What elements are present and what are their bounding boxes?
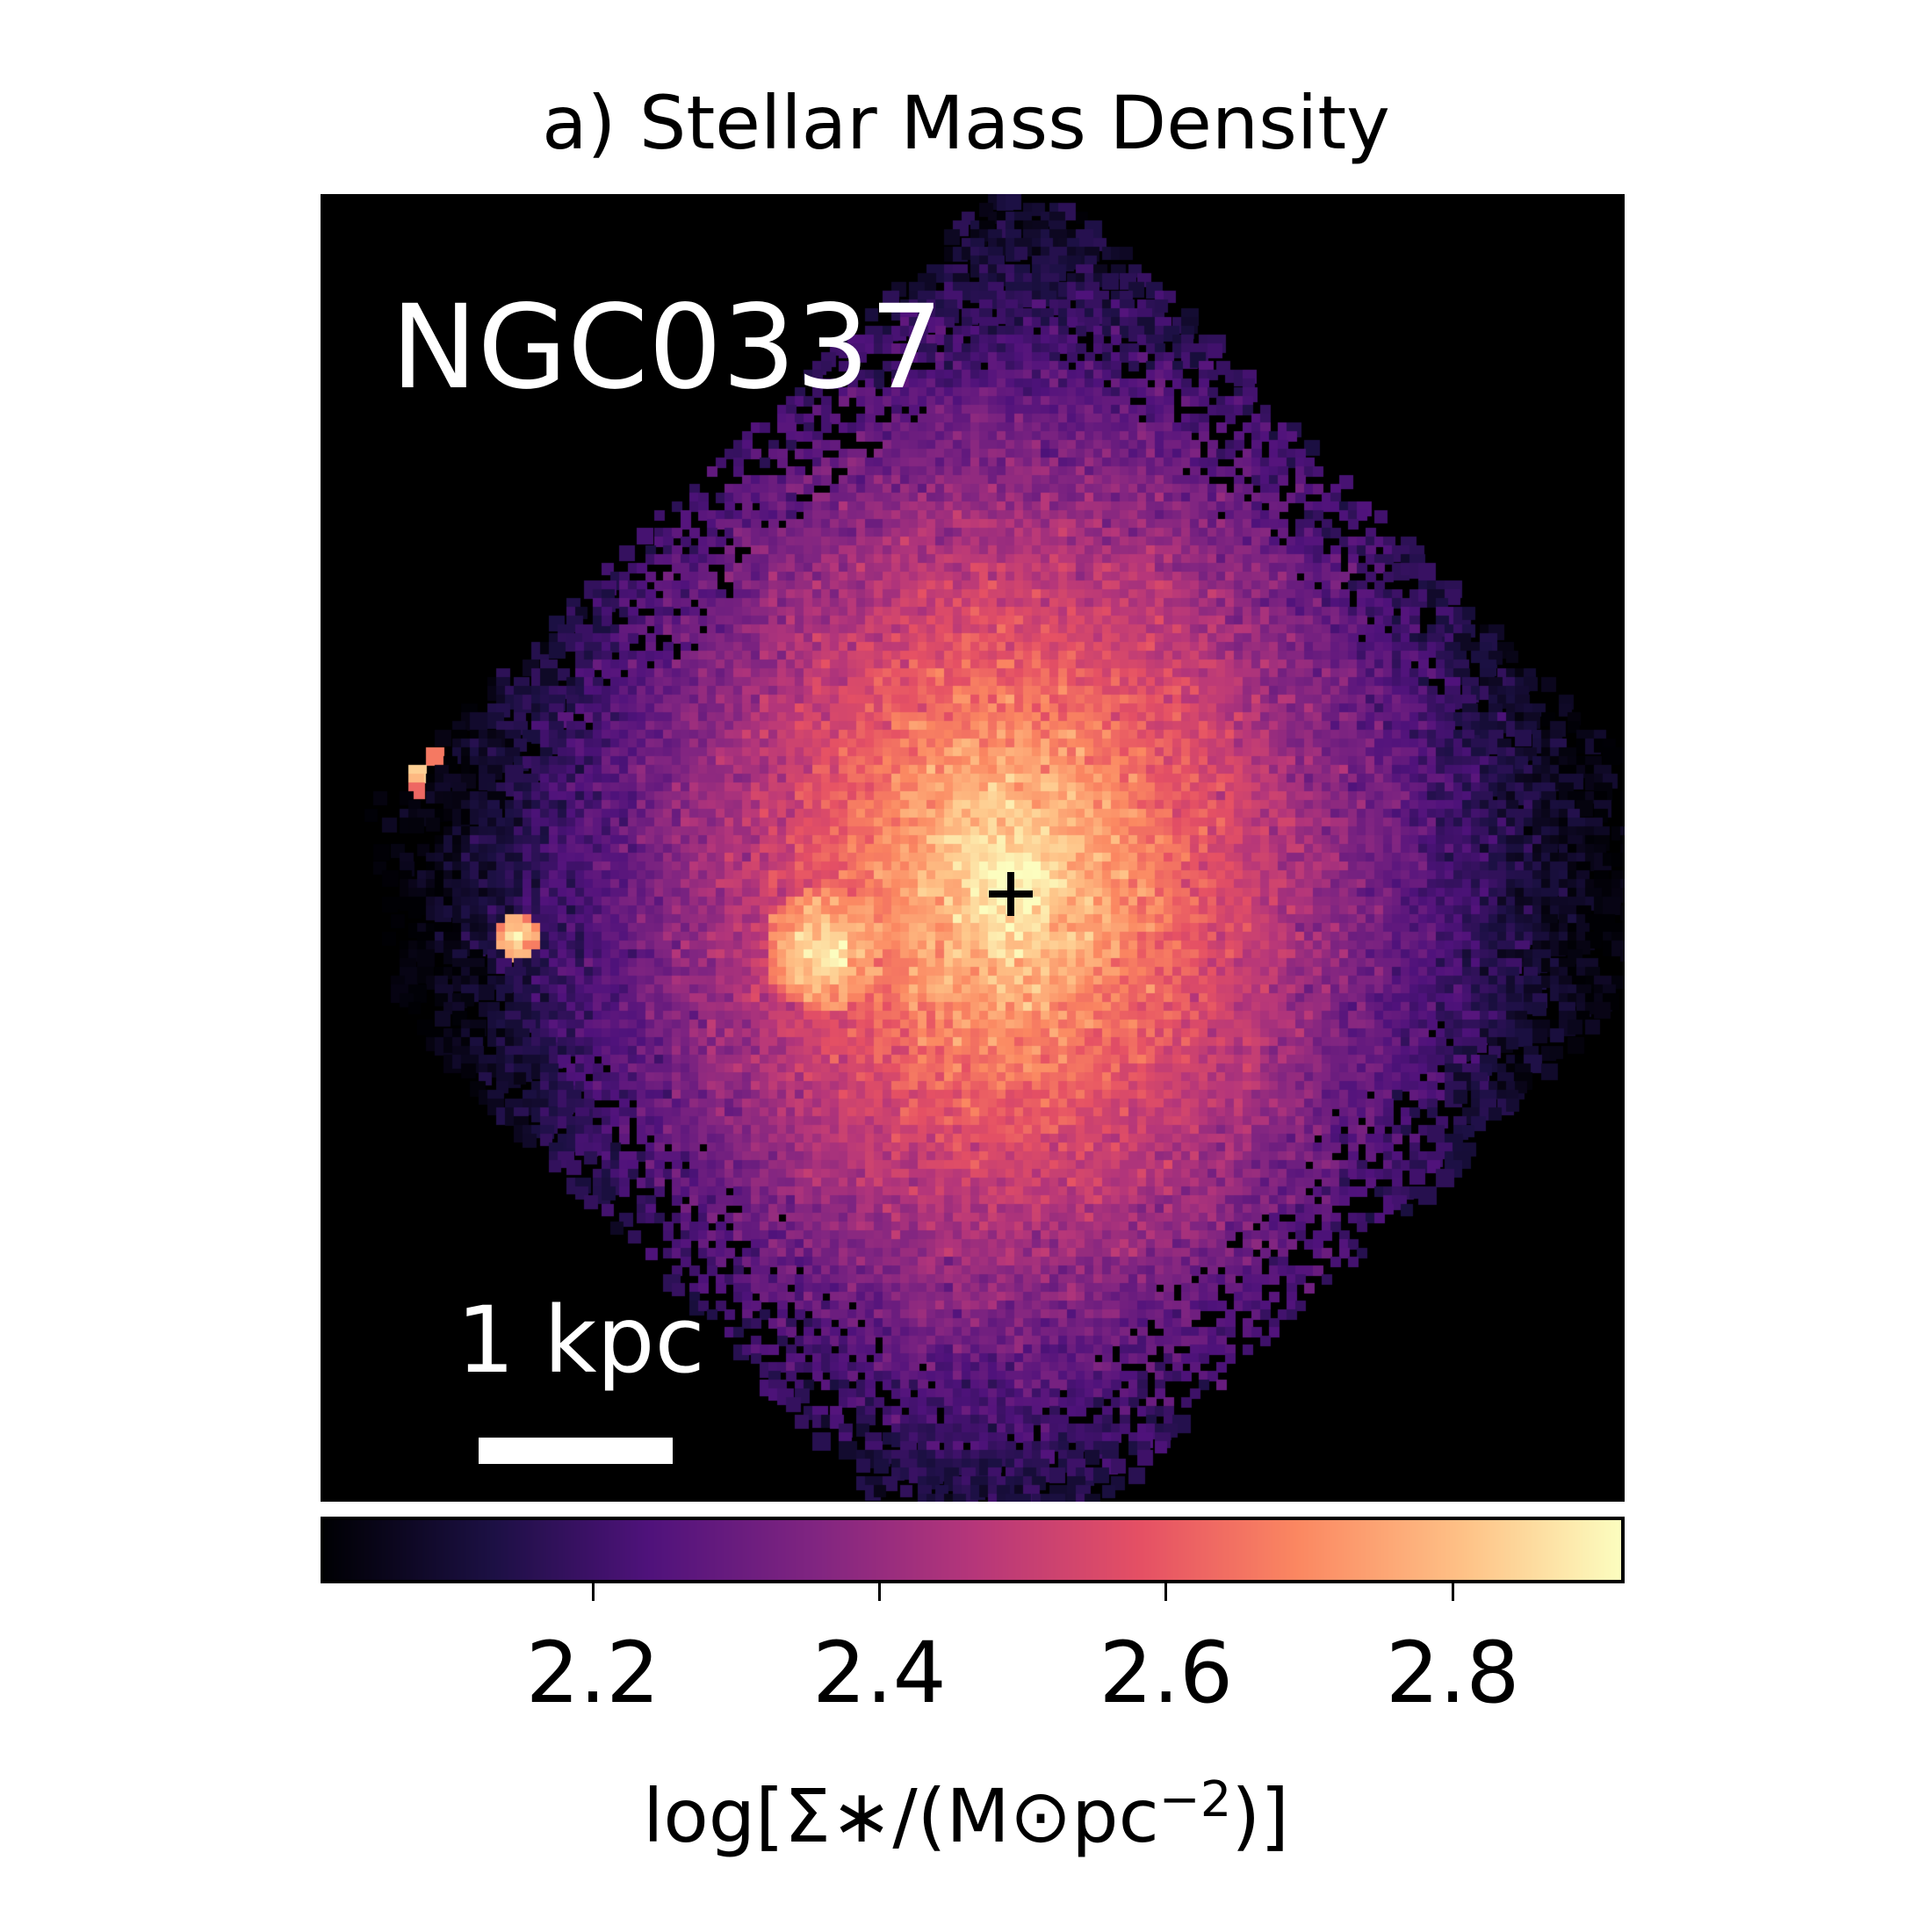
colorbar-tick <box>591 1583 595 1601</box>
density-map-panel: NGC0337 1 kpc <box>321 194 1625 1502</box>
colorbar-tick <box>877 1583 881 1601</box>
colorbar-tick-label: 2.6 <box>1099 1624 1234 1722</box>
colorbar-label-exponent: −2 <box>1158 1771 1232 1828</box>
colorbar-label-main: log[Σ∗/(M⊙pc <box>643 1773 1159 1859</box>
colorbar-label: log[Σ∗/(M⊙pc−2)] <box>0 1756 1932 1860</box>
colorbar-gradient <box>324 1520 1621 1580</box>
colorbar-tick-label: 2.8 <box>1385 1624 1520 1722</box>
scale-bar <box>479 1438 673 1464</box>
scale-bar-label: 1 kpc <box>457 1287 705 1394</box>
colorbar-label-close: )] <box>1231 1773 1289 1859</box>
colorbar-tick-label: 2.4 <box>812 1624 947 1722</box>
chart-title: a) Stellar Mass Density <box>542 80 1390 166</box>
colorbar-tick <box>1451 1583 1454 1601</box>
galaxy-center-marker <box>989 872 1033 916</box>
galaxy-name-label: NGC0337 <box>391 280 944 415</box>
colorbar-tick <box>1164 1583 1168 1601</box>
colorbar <box>321 1517 1625 1583</box>
stellar-mass-density-map <box>321 194 1625 1502</box>
colorbar-tick-label: 2.2 <box>525 1624 660 1722</box>
